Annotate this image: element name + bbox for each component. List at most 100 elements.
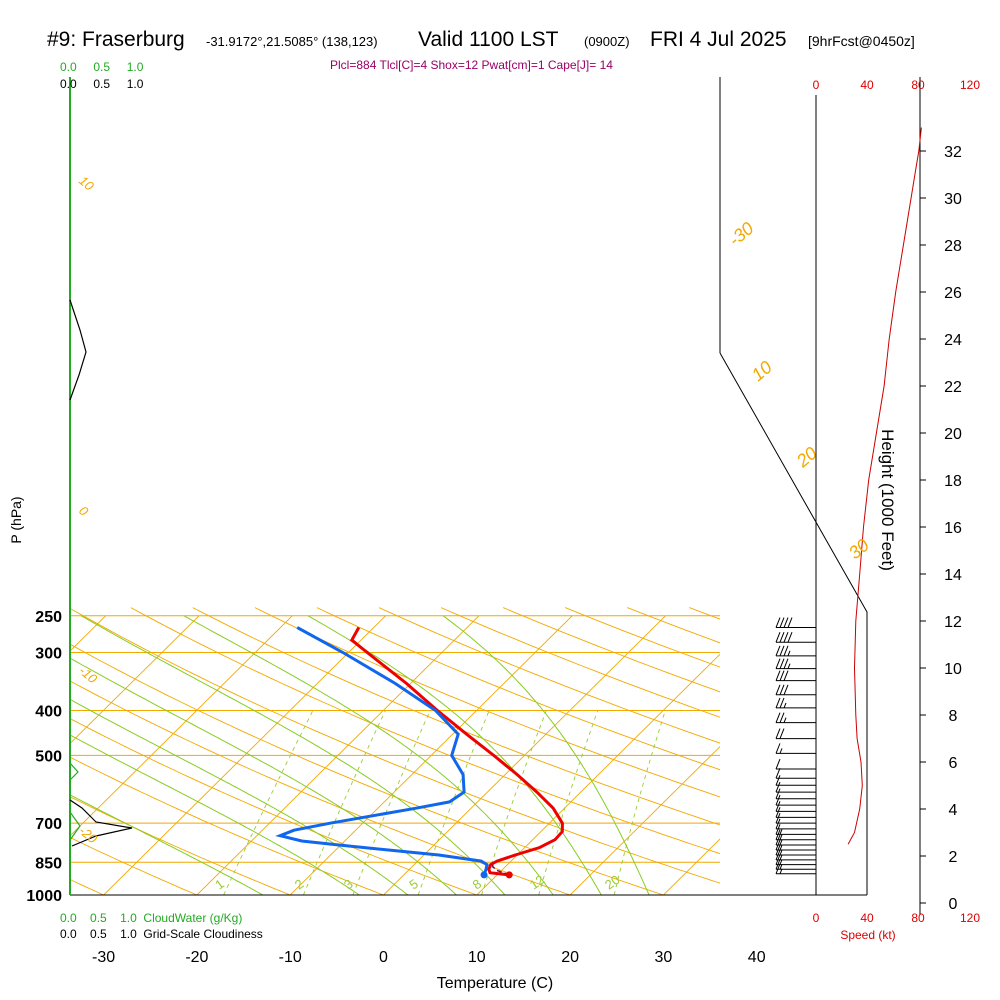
valid-utc: (0900Z) [584,34,630,49]
cl-btick-1: 0.5 [90,927,107,941]
cloudwater-label: CloudWater (g/Kg) [143,911,243,925]
wind-barb [775,824,816,835]
wind-barb [775,839,816,851]
barb-full [787,632,793,643]
cloudwater-bottom-scale: 0.0 0.5 1.0 CloudWater (g/Kg) [60,911,242,925]
cw-btick-1: 0.5 [90,911,107,925]
cloudwater-trace-lower [69,811,81,841]
sounding-profiles [275,626,564,879]
wind-speed-panel [847,127,922,845]
barb-full [775,801,781,812]
wind-barb [775,844,816,856]
moist-adiabat-line [442,615,650,895]
barb-full [775,854,781,865]
barb-half [779,868,783,874]
forecast-run: [9hrFcst@0450z] [808,33,915,49]
barb-half [779,829,783,835]
temperature-tick-label: 0 [379,949,388,966]
cloudwater-trace [69,762,79,781]
wind-barb [775,743,816,754]
speed-tick-bottom: 80 [911,911,925,925]
barb-half [783,717,787,723]
dry-adiabat-line [70,607,720,884]
wind-barb [775,829,816,841]
axes-labels: 1 2 3 5 8 12 20100-10-20-301020302503004005007… [8,78,980,992]
height-tick-label: 0 [949,896,958,913]
mixing-ratio-label: 12 [527,872,547,893]
stability-indices: Plcl=884 Tlcl[C]=4 Shox=12 Pwat[cm]=1 Ca… [330,58,613,72]
cl-btick-2: 1.0 [120,927,137,941]
barb-full [775,743,781,754]
isotherm-line [663,838,720,895]
valid-time: Valid 1100 LST [418,28,559,51]
cl-btick-0: 0.0 [60,927,77,941]
barb-half [787,650,791,657]
height-tick-label: 12 [944,614,962,631]
plot-background [70,77,720,895]
dry-adiabat-line [192,607,720,826]
temperature-tick-label: -20 [185,949,208,966]
mixing-ratio-line [538,710,599,895]
y-axis-title: P (hPa) [8,496,24,543]
dry-adiabat-line [70,837,199,895]
temperature-tick-label: 10 [468,949,486,966]
barb-half [779,839,783,846]
wind-barb [775,768,816,779]
height-tick-label: 30 [944,191,962,208]
barb-half [779,849,783,856]
chart-header: #9: Fraserburg -31.9172°,21.5085° (138,1… [0,28,1000,58]
cw-btick-0: 0.0 [60,911,77,925]
height-axis-title: Height (1000 Feet) [878,429,897,571]
parcel-path [491,864,510,876]
barb-full [775,812,781,824]
wind-barb [775,658,816,670]
moist-adiabat-line [70,734,361,895]
height-tick-label: 18 [944,473,962,490]
station-name: #9: Fraserburg [47,28,185,51]
pressure-tick-label: 300 [35,646,62,663]
isotherm-line [70,615,293,837]
wind-barb [775,758,816,770]
barb-full [775,697,781,709]
barb-full [775,775,781,786]
wind-barb [775,863,816,875]
cw-btick-2: 1.0 [120,911,137,925]
cloudiness-top-ticks: 0.0 0.5 1.0 [60,77,143,91]
barb-full [775,794,781,806]
barb-full [783,670,789,681]
pressure-tick-label: 500 [35,748,62,765]
isotherm-line [103,615,386,895]
cloudiness-upper [69,299,87,401]
surface-dewpoint-dot [480,871,488,879]
temperature-profile [349,626,564,877]
barb-full [775,728,781,739]
barb-full [775,863,781,874]
barb-half [783,702,787,709]
cw-tick-0: 0.0 [60,60,77,74]
cw-tick-1: 0.5 [93,60,111,74]
height-tick-label: 20 [944,426,962,443]
grid-layer [70,607,720,895]
wind-barb [775,712,816,724]
wind-barb [775,818,816,830]
dry-adiabat-line [130,607,720,855]
cloud-profile [69,299,133,847]
moist-adiabat-line [70,657,458,895]
wind-barb [775,728,816,740]
barb-full [775,617,781,628]
wind-barb [775,859,816,870]
height-tick-label: 8 [949,708,958,725]
dry-adiabat-line [440,607,720,718]
barb-full [779,697,785,709]
adiabat-label: 30 [845,535,873,563]
barb-full [775,658,781,669]
speed-tick-bottom: 120 [960,911,980,925]
mixing-ratio-label: 20 [602,872,622,893]
moist-adiabat-line [307,615,602,895]
cloudiness-label: Grid-Scale Cloudiness [143,927,263,941]
barb-full [783,632,789,643]
cl-tick-0: 0.0 [60,77,77,91]
cloudwater-top-ticks: 0.0 0.5 1.0 [60,60,143,74]
barb-full [779,728,785,739]
speed-tick-bottom: 40 [860,911,874,925]
